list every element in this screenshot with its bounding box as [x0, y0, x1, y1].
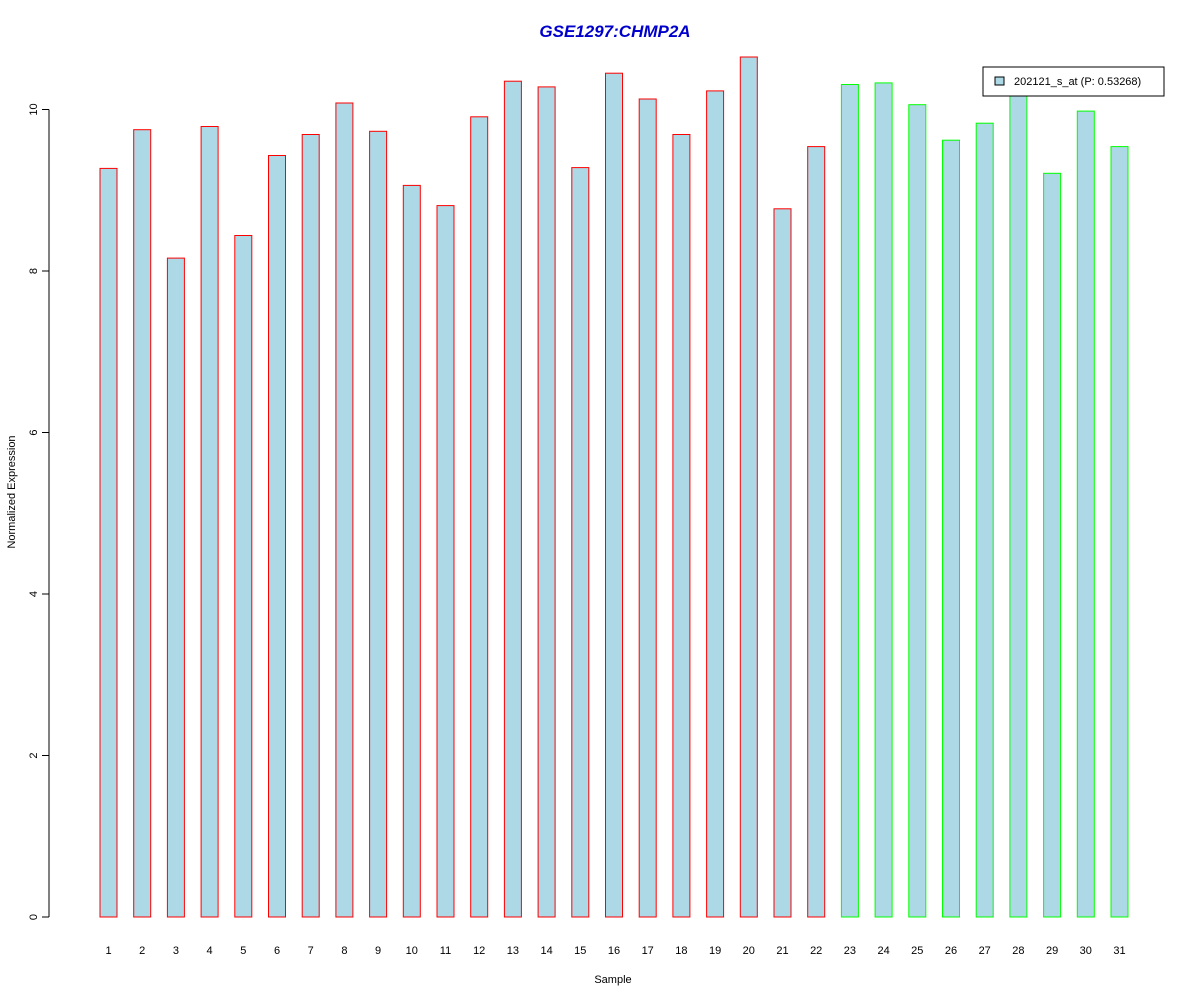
x-tick-label: 31	[1113, 945, 1125, 957]
bar-sample-16	[605, 72, 623, 918]
bar-sample-31	[1110, 146, 1129, 918]
x-tick-label: 9	[375, 945, 381, 957]
bar-sample-20	[739, 56, 758, 918]
x-tick-label: 29	[1046, 945, 1058, 957]
bar-sample-29	[1043, 172, 1062, 918]
x-tick-label: 19	[709, 945, 721, 957]
x-tick-label: 22	[810, 945, 822, 957]
y-axis: 0 2 4 6 8 10	[28, 103, 50, 920]
bar-sample-15	[571, 167, 590, 918]
y-tick-label: 8	[28, 268, 40, 274]
x-tick-label: 24	[877, 945, 889, 957]
bar-sample-13	[503, 80, 522, 918]
bar-sample-6	[268, 155, 286, 918]
y-tick-label: 4	[28, 591, 40, 597]
x-tick-label: 27	[979, 945, 991, 957]
x-tick-label: 6	[274, 945, 280, 957]
x-tick-label: 26	[945, 945, 957, 957]
bar-sample-8	[335, 102, 354, 918]
x-tick-label: 23	[844, 945, 856, 957]
bar-sample-10	[402, 184, 421, 918]
bar-sample-26	[942, 139, 960, 918]
x-tick-label: 20	[743, 945, 755, 957]
x-tick-label: 15	[574, 945, 586, 957]
x-tick-label: 7	[308, 945, 314, 957]
bar-sample-27	[975, 122, 994, 918]
bar-sample-30	[1076, 110, 1095, 918]
y-tick-label: 0	[28, 914, 40, 920]
bar-sample-17	[638, 98, 657, 918]
bar-sample-1	[99, 167, 118, 918]
bar-sample-2	[133, 129, 152, 918]
x-tick-label: 30	[1080, 945, 1092, 957]
bar-sample-12	[470, 116, 489, 918]
legend-label: 202121_s_at (P: 0.53268)	[1014, 76, 1141, 88]
y-tick-label: 10	[28, 103, 40, 115]
legend-swatch	[994, 76, 1005, 86]
bar-sample-18	[672, 134, 691, 918]
bar-sample-24	[874, 82, 893, 918]
bar-sample-28	[1009, 91, 1028, 918]
x-tick-label: 16	[608, 945, 620, 957]
x-tick-label: 28	[1012, 945, 1024, 957]
bar-sample-3	[166, 257, 185, 918]
x-tick-label: 13	[507, 945, 519, 957]
x-tick-label: 11	[440, 945, 451, 957]
bar-sample-14	[537, 86, 556, 918]
y-axis-label: Normalized Expression	[6, 435, 18, 548]
x-tick-label: 5	[240, 945, 246, 957]
bar-sample-11	[436, 205, 455, 918]
x-tick-label: 2	[139, 945, 145, 957]
x-tick-label: 1	[105, 945, 111, 957]
bar-sample-7	[301, 134, 320, 918]
x-tick-label: 4	[207, 945, 213, 957]
y-tick-label: 6	[28, 429, 40, 435]
legend-box	[982, 66, 1165, 97]
x-tick-label: 21	[776, 945, 788, 957]
x-tick-label: 12	[473, 945, 485, 957]
x-tick-label: 18	[675, 945, 687, 957]
bar-sample-5	[234, 235, 253, 918]
bar-sample-19	[706, 90, 725, 918]
x-tick-label: 8	[341, 945, 347, 957]
x-axis-label: Sample	[594, 974, 631, 986]
x-tick-label: 25	[911, 945, 923, 957]
bar-sample-23	[840, 84, 859, 918]
x-tick-labels: 1 2 3 4 5 6 7 8 9 10 11 12 13 14 15 16 17 18 19 20 21 22 23 24 2…	[105, 945, 1125, 957]
bar-sample-22	[807, 146, 826, 918]
legend: 202121_s_at (P: 0.53268)	[982, 66, 1165, 97]
x-tick-label: 14	[540, 945, 552, 957]
chart-title: GSE1297:CHMP2A	[539, 22, 690, 41]
x-tick-label: 17	[642, 945, 654, 957]
bar-sample-25	[908, 104, 927, 918]
bar-sample-4	[200, 126, 219, 918]
bar-sample-9	[369, 130, 388, 918]
bars	[99, 56, 1129, 918]
y-tick-label: 2	[28, 752, 40, 758]
x-tick-label: 3	[173, 945, 179, 957]
bar-sample-21	[773, 208, 792, 918]
x-tick-label: 10	[406, 945, 418, 957]
